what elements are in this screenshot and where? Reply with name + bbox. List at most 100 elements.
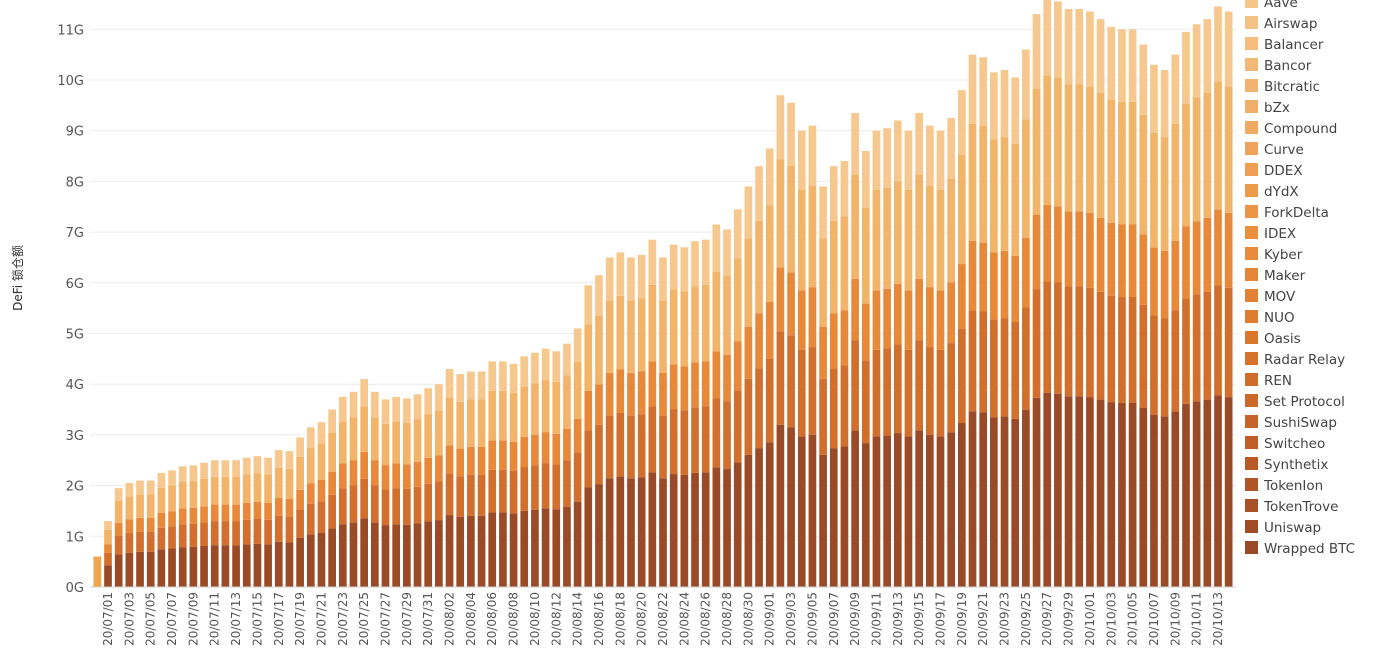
bar-segment <box>1203 291 1212 400</box>
bar-segment <box>1171 123 1180 241</box>
bar-segment <box>370 391 379 418</box>
bar <box>392 396 401 587</box>
bar-segment <box>957 154 966 265</box>
bar <box>840 161 849 587</box>
bar-segment <box>755 368 763 449</box>
bar <box>797 130 806 587</box>
bar-segment <box>584 487 593 587</box>
bar-segment <box>381 423 390 466</box>
bar-segment <box>360 406 369 452</box>
x-tick-label: 20/09/07 <box>827 592 841 646</box>
bar-segment <box>1011 255 1020 323</box>
bar <box>712 224 721 587</box>
bar-segment <box>1011 418 1020 587</box>
bar <box>1075 9 1084 587</box>
bar-segment <box>925 125 934 186</box>
bar-segment <box>883 435 891 587</box>
bar-segment <box>637 414 646 478</box>
bar <box>883 128 891 587</box>
bar-segment <box>872 130 881 191</box>
bar-segment <box>264 502 272 520</box>
bar-segment <box>200 478 208 507</box>
bar-segment <box>456 448 465 477</box>
bar-segment <box>723 354 731 402</box>
bar-segment <box>680 291 689 367</box>
bar-segment <box>1064 211 1073 287</box>
x-tick-label: 20/07/07 <box>165 592 179 646</box>
legend-swatch <box>1245 100 1258 113</box>
bar-segment <box>1182 298 1190 404</box>
bar-segment <box>509 470 518 514</box>
bar-segment <box>1150 132 1158 248</box>
x-tick-label: 20/08/08 <box>507 592 521 646</box>
bar <box>168 470 176 587</box>
legend-swatch <box>1245 37 1258 50</box>
bar-segment <box>477 515 486 587</box>
bar-segment <box>915 112 923 175</box>
bar-segment <box>1224 397 1233 587</box>
bar <box>274 450 283 587</box>
bar-segment <box>403 524 411 587</box>
bar-segment <box>637 477 646 587</box>
bar-segment <box>691 286 699 363</box>
bar-segment <box>616 476 625 587</box>
bar-segment <box>680 410 689 475</box>
bar-segment <box>467 446 475 475</box>
x-tick-label: 20/10/07 <box>1147 592 1161 646</box>
legend-swatch <box>1245 163 1258 176</box>
bar <box>456 374 465 587</box>
bar-segment <box>157 472 166 488</box>
bar <box>424 388 433 587</box>
bar-segment <box>861 443 870 587</box>
bar-segment <box>541 348 550 380</box>
bar-segment <box>637 298 646 372</box>
bar-segment <box>210 521 219 546</box>
bar-segment <box>1171 240 1180 311</box>
bar-segment <box>616 369 625 413</box>
bar-segment <box>808 287 817 348</box>
bar-segment <box>1214 81 1222 210</box>
bar-segment <box>157 527 166 550</box>
legend-item: MOV <box>1245 289 1296 305</box>
bar-segment <box>904 190 913 291</box>
bar-segment <box>648 239 657 285</box>
bar-segment <box>1075 211 1084 287</box>
bar-segment <box>200 462 208 479</box>
bar-segment <box>488 469 497 513</box>
bar-segment <box>605 478 614 587</box>
bar-segment <box>712 467 721 587</box>
x-tick-label: 20/09/23 <box>998 592 1012 646</box>
bar-segment <box>829 368 838 449</box>
bar-segment <box>819 454 827 587</box>
bar-segment <box>893 120 902 182</box>
bar-segment <box>755 166 763 221</box>
bar-segment <box>723 469 731 587</box>
bar-segment <box>221 521 230 546</box>
bar-segment <box>979 311 988 413</box>
bar-segment <box>723 229 731 277</box>
bar-segment <box>915 340 923 431</box>
bar-segment <box>253 456 262 474</box>
bar-segment <box>1011 322 1020 419</box>
bar-segment <box>242 544 251 587</box>
bar-segment <box>456 401 465 449</box>
legend-label: Oasis <box>1264 331 1301 347</box>
bar-segment <box>306 448 315 484</box>
bar-segment <box>1150 247 1158 316</box>
bar-segment <box>680 474 689 587</box>
bar-segment <box>765 301 774 359</box>
bar <box>595 275 603 587</box>
bar-segment <box>584 430 593 488</box>
bar-segment <box>125 519 134 533</box>
bar-segment <box>1214 6 1222 82</box>
bar-segment <box>829 166 838 221</box>
bar-segment <box>573 501 582 587</box>
bar-segment <box>317 532 326 587</box>
bar-segment <box>146 531 155 552</box>
bar-segment <box>1054 77 1062 207</box>
bar-segment <box>403 488 411 525</box>
bar <box>349 391 358 587</box>
bar-segment <box>306 534 315 587</box>
bar-segment <box>200 506 208 523</box>
bar-segment <box>1043 204 1052 282</box>
